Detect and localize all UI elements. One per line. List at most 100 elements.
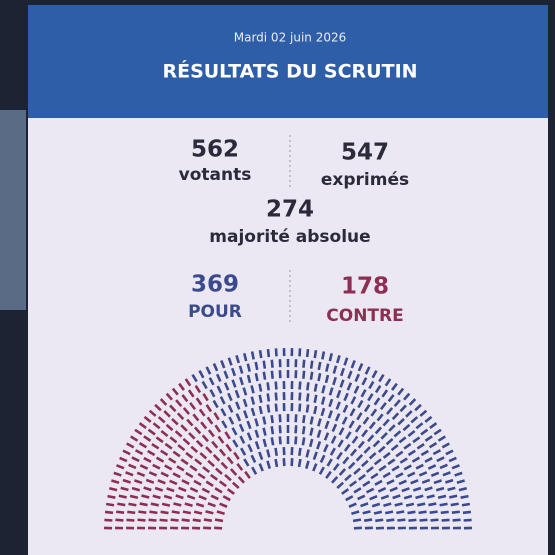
seat (134, 449, 144, 456)
seat (338, 427, 345, 436)
seat (463, 518, 472, 522)
seat (380, 432, 388, 440)
seat (176, 465, 185, 472)
seat (378, 374, 385, 383)
seat (415, 422, 424, 430)
seat (195, 439, 204, 448)
seat (370, 408, 378, 417)
seat (192, 518, 201, 523)
seat (164, 464, 173, 471)
seat (258, 463, 264, 472)
seat (336, 389, 342, 399)
seat (343, 392, 349, 402)
seat (207, 429, 215, 438)
seat (231, 481, 240, 489)
seat (391, 465, 400, 472)
seat (215, 373, 222, 383)
seat (212, 399, 219, 409)
seat (125, 471, 134, 477)
seat (316, 441, 322, 450)
seat (207, 502, 216, 508)
seat (118, 494, 127, 499)
seat (139, 464, 149, 470)
seat (396, 510, 405, 515)
seat (199, 452, 208, 460)
seat (220, 408, 227, 417)
seat (368, 421, 376, 430)
seat (152, 422, 161, 430)
seat (182, 510, 192, 515)
seat (266, 460, 271, 469)
seat (212, 363, 219, 372)
seat (177, 444, 186, 452)
seat (372, 439, 381, 448)
seat (262, 427, 267, 436)
seat (266, 393, 271, 402)
seat (451, 510, 460, 514)
seat (415, 494, 424, 500)
seat (355, 454, 364, 462)
seat (201, 487, 211, 494)
seat (297, 458, 302, 468)
seat (336, 354, 341, 364)
seat (175, 494, 184, 500)
seat (328, 387, 334, 396)
seat (185, 451, 194, 459)
seat (378, 464, 387, 472)
seat (254, 441, 260, 450)
seat (208, 377, 215, 386)
seat (242, 387, 248, 396)
seat (352, 518, 362, 523)
seat (143, 415, 152, 423)
seat (229, 468, 238, 476)
seat (166, 487, 175, 493)
seat (401, 487, 410, 493)
seat (367, 393, 374, 402)
seat (224, 431, 231, 440)
seat (321, 385, 326, 394)
seat (407, 471, 416, 478)
seat (377, 487, 387, 493)
seat (397, 417, 405, 426)
seat (357, 440, 365, 449)
seat (380, 494, 390, 500)
seat (424, 486, 433, 492)
seat (433, 428, 442, 436)
seat (420, 449, 429, 457)
seat (235, 401, 241, 410)
seat (375, 518, 384, 523)
seat (191, 374, 198, 383)
seat (155, 456, 165, 463)
seat (385, 437, 394, 446)
seat (182, 437, 191, 446)
seat (383, 502, 392, 508)
contre-label: CONTRE (326, 306, 403, 326)
seat (305, 404, 310, 413)
seat (207, 459, 215, 468)
seat (458, 487, 468, 492)
seat (365, 487, 375, 494)
seat (113, 471, 122, 477)
seat (219, 396, 226, 405)
seat (414, 403, 422, 412)
seat (357, 473, 366, 481)
seat (130, 435, 139, 442)
seat (428, 442, 438, 449)
seat (119, 456, 128, 463)
seat (221, 420, 228, 429)
seat (193, 479, 202, 486)
contre-seats (104, 378, 251, 530)
date: Mardi 02 juin 2026 (234, 31, 347, 45)
seat (338, 468, 347, 476)
seat (412, 436, 421, 444)
seat (403, 442, 412, 450)
seat (180, 424, 188, 432)
seat (205, 404, 213, 413)
seat (305, 348, 310, 358)
seat (407, 449, 416, 457)
seat (171, 387, 179, 396)
seat (210, 473, 219, 481)
seat (298, 403, 302, 412)
seat (361, 377, 368, 386)
